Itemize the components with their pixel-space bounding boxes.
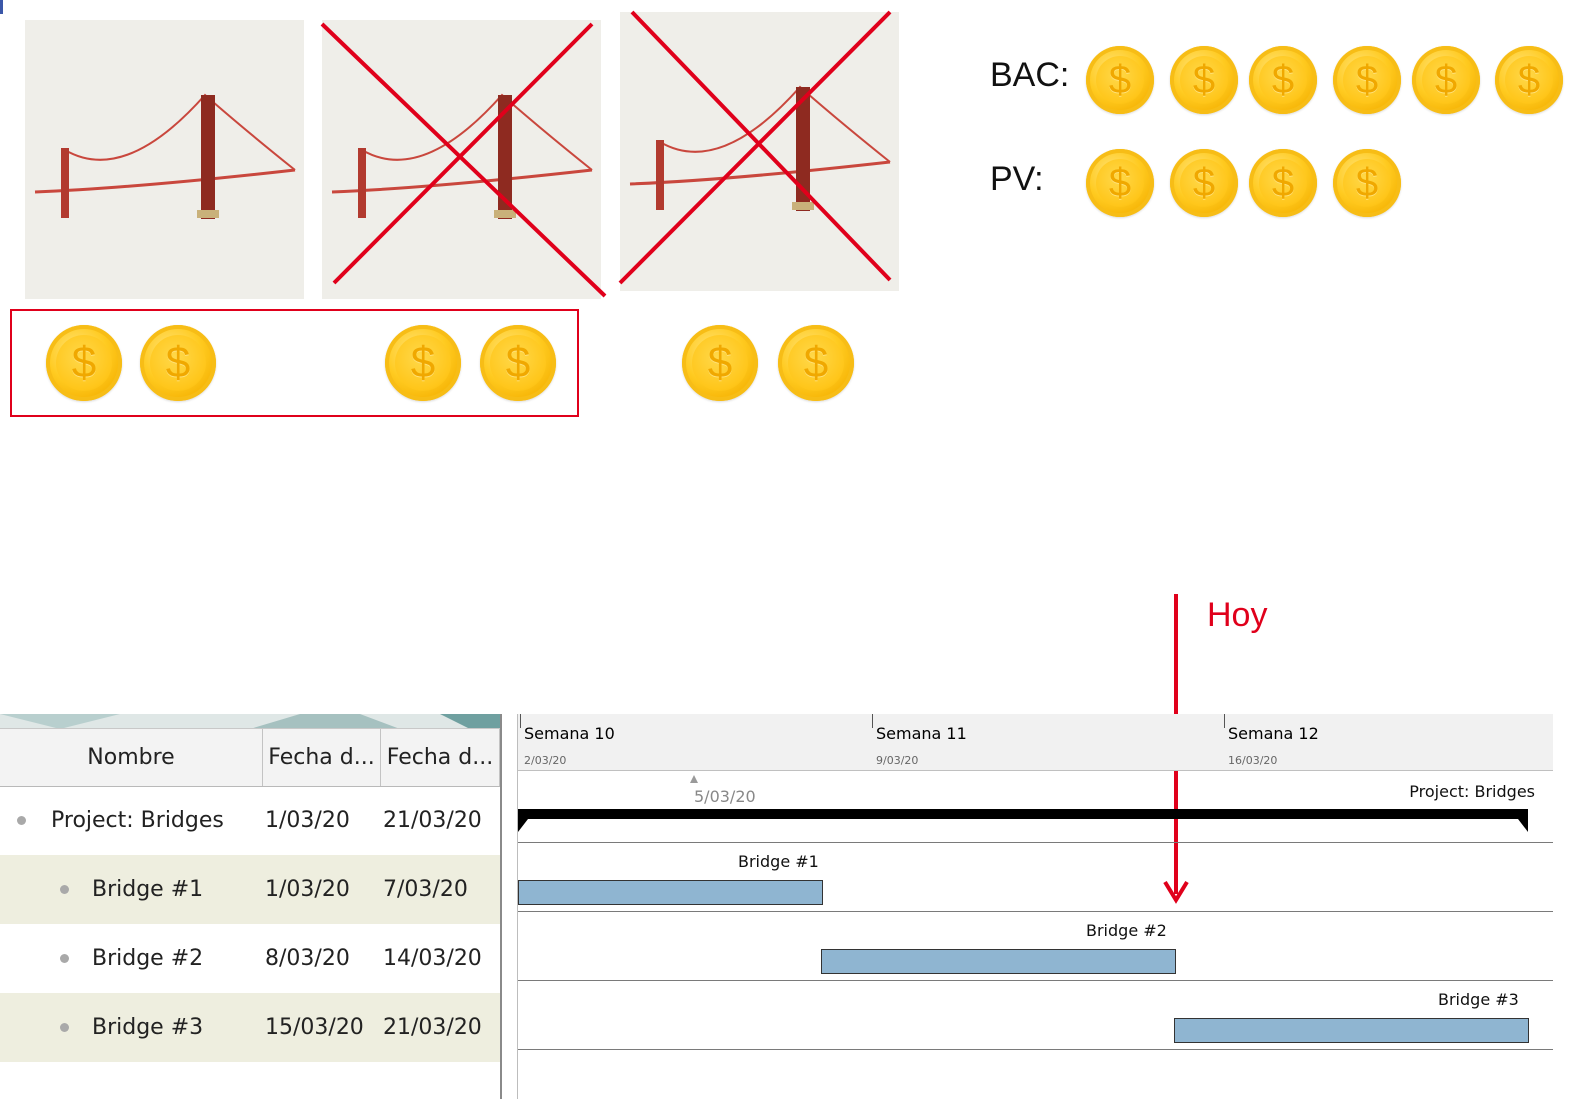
edge-accent <box>0 0 3 14</box>
week-label: Semana 11 <box>876 724 967 743</box>
task-end: 7/03/20 <box>383 877 468 902</box>
week-tick <box>872 714 873 728</box>
bridge-icon <box>34 93 296 219</box>
coin-icon: $ <box>1086 46 1154 114</box>
task-bar-bridge-1[interactable] <box>518 880 823 905</box>
task-name: Project: Bridges <box>51 808 224 833</box>
table-row[interactable]: Bridge #3 15/03/20 21/03/20 <box>0 993 500 1062</box>
task-end: 14/03/20 <box>383 946 482 971</box>
coin-icon: $ <box>1170 149 1238 217</box>
coin-icon: $ <box>1333 46 1401 114</box>
today-label: Hoy <box>1207 596 1268 634</box>
bar-label-bridge-1: Bridge #1 <box>738 852 819 871</box>
bar-label-bridge-3: Bridge #3 <box>1438 990 1519 1009</box>
task-name: Bridge #2 <box>92 946 204 971</box>
bac-label: BAC: <box>990 56 1070 94</box>
coin-icon: $ <box>778 325 854 401</box>
bridge-icon <box>331 93 593 219</box>
marker-triangle-icon <box>690 775 698 783</box>
coin-icon: $ <box>480 325 556 401</box>
task-start: 1/03/20 <box>265 808 350 833</box>
task-bar-bridge-3[interactable] <box>1174 1018 1529 1043</box>
row-divider <box>518 980 1553 981</box>
gantt-view: Nombre Fecha d... Fecha d... Project: Br… <box>0 714 1593 1099</box>
table-header: Nombre Fecha d... Fecha d... <box>0 728 503 787</box>
pane-splitter[interactable] <box>500 714 518 1099</box>
cross-line <box>320 22 607 298</box>
bullet-icon <box>60 1023 69 1032</box>
marker-date: 5/03/20 <box>694 787 756 806</box>
table-row[interactable]: Bridge #1 1/03/20 7/03/20 <box>0 855 500 924</box>
week-tick <box>1224 714 1225 728</box>
bullet-icon <box>17 816 26 825</box>
coin-icon: $ <box>1495 46 1563 114</box>
column-header-end[interactable]: Fecha d... <box>381 729 500 786</box>
task-table: Nombre Fecha d... Fecha d... Project: Br… <box>0 714 503 1099</box>
bridge-image-3 <box>620 12 899 291</box>
bridge-image-1 <box>25 20 304 299</box>
column-header-name[interactable]: Nombre <box>0 729 263 786</box>
week-date: 9/03/20 <box>876 754 919 767</box>
table-row[interactable]: Project: Bridges 1/03/20 21/03/20 <box>0 786 500 855</box>
coin-icon: $ <box>1333 149 1401 217</box>
pv-label: PV: <box>990 160 1044 198</box>
bridge-icon <box>629 85 891 211</box>
row-divider <box>518 842 1553 843</box>
coin-icon: $ <box>1249 46 1317 114</box>
task-name: Bridge #3 <box>92 1015 204 1040</box>
coin-icon: $ <box>682 325 758 401</box>
task-bar-bridge-2[interactable] <box>821 949 1176 974</box>
coin-icon: $ <box>1412 46 1480 114</box>
bullet-icon <box>60 885 69 894</box>
task-start: 15/03/20 <box>265 1015 364 1040</box>
week-label: Semana 10 <box>524 724 615 743</box>
week-date: 2/03/20 <box>524 754 567 767</box>
task-name: Bridge #1 <box>92 877 204 902</box>
column-header-start[interactable]: Fecha d... <box>263 729 381 786</box>
week-label: Semana 12 <box>1228 724 1319 743</box>
week-date: 16/03/20 <box>1228 754 1278 767</box>
cross-line <box>332 22 594 285</box>
task-start: 8/03/20 <box>265 946 350 971</box>
cross-line <box>630 10 892 282</box>
coin-icon: $ <box>1170 46 1238 114</box>
cross-line <box>618 10 892 285</box>
table-row[interactable]: Bridge #2 8/03/20 14/03/20 <box>0 924 500 993</box>
coin-icon: $ <box>385 325 461 401</box>
timeline-header: Semana 10 2/03/20 Semana 11 9/03/20 Sema… <box>518 714 1553 771</box>
bar-label-bridge-2: Bridge #2 <box>1086 921 1167 940</box>
banner-decoration <box>0 714 503 729</box>
bullet-icon <box>60 954 69 963</box>
cross-out-marks <box>320 10 892 298</box>
coin-icon: $ <box>1086 149 1154 217</box>
gantt-chart: Semana 10 2/03/20 Semana 11 9/03/20 Sema… <box>518 714 1593 1099</box>
task-end: 21/03/20 <box>383 1015 482 1040</box>
row-divider <box>518 1049 1553 1050</box>
highlight-box <box>10 309 579 417</box>
coin-icon: $ <box>1249 149 1317 217</box>
row-divider <box>518 911 1553 912</box>
week-tick <box>520 714 521 728</box>
summary-bar[interactable] <box>518 809 1530 837</box>
task-end: 21/03/20 <box>383 808 482 833</box>
coin-icon: $ <box>46 325 122 401</box>
coin-icon: $ <box>140 325 216 401</box>
bar-label-project: Project: Bridges <box>1409 782 1535 801</box>
task-start: 1/03/20 <box>265 877 350 902</box>
